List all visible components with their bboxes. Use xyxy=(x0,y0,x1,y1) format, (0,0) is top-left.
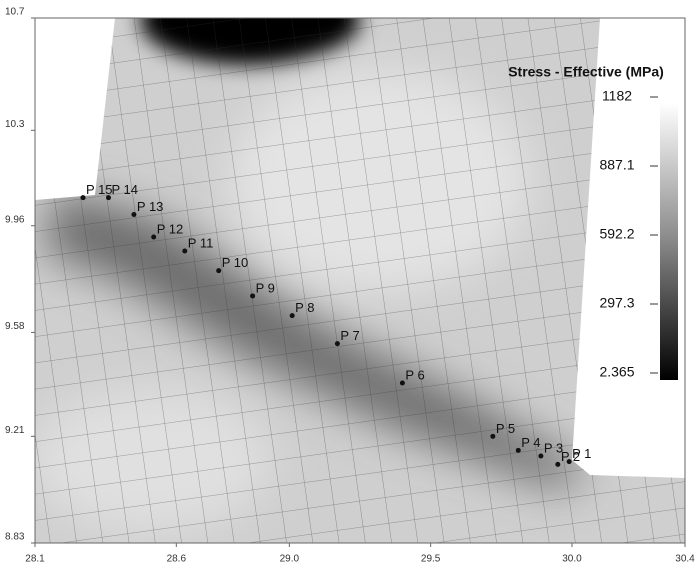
point xyxy=(131,212,136,217)
point-label: P 4 xyxy=(521,435,540,450)
point xyxy=(290,313,295,318)
point-label: P 10 xyxy=(222,255,249,270)
x-tick-label: 30.4 xyxy=(675,554,695,565)
x-tick-label: 29.5 xyxy=(421,554,441,565)
colorbar-tick-label: 592.2 xyxy=(599,226,634,242)
x-tick-label: 28.1 xyxy=(25,554,45,565)
y-tick-label: 10.7 xyxy=(5,7,25,18)
x-tick-label: 30.0 xyxy=(562,554,582,565)
y-tick-label: 9.21 xyxy=(5,425,25,436)
point-label: P 14 xyxy=(111,182,138,197)
point xyxy=(555,462,560,467)
chart: Stress - Effective (MPa) 28.1 28.6 29.0 29.… xyxy=(0,0,696,569)
y-tick-label: 9.58 xyxy=(5,321,25,332)
x-tick-label: 28.6 xyxy=(167,554,187,565)
point xyxy=(182,249,187,254)
x-tick-label: 29.0 xyxy=(280,554,300,565)
point-label: P 13 xyxy=(137,199,164,214)
colorbar-tick-label: 297.3 xyxy=(599,295,634,311)
point-label: P 9 xyxy=(256,280,275,295)
point-label: P 6 xyxy=(405,367,424,382)
point xyxy=(81,195,86,200)
point-label: P 5 xyxy=(496,421,515,436)
colorbar-title: Stress - Effective (MPa) xyxy=(508,64,664,80)
colorbar-tick-label: 887.1 xyxy=(599,157,634,173)
point xyxy=(151,234,156,239)
y-tick-label: 8.83 xyxy=(5,532,25,543)
colorbar xyxy=(660,103,678,380)
point xyxy=(216,268,221,273)
point-label: P 12 xyxy=(157,221,184,236)
point-label: P 7 xyxy=(340,328,359,343)
point xyxy=(567,459,572,464)
y-tick-label: 9.96 xyxy=(5,214,25,225)
stress-field xyxy=(30,0,685,543)
y-tick-label: 10.3 xyxy=(5,119,25,130)
point xyxy=(250,293,255,298)
colorbar-tick-label: 1182 xyxy=(602,88,632,104)
point xyxy=(106,195,111,200)
point-label: P 11 xyxy=(188,235,214,250)
colorbar-tick-label: 2.365 xyxy=(599,364,634,380)
point-label: P 8 xyxy=(295,300,314,315)
point xyxy=(538,453,543,458)
point xyxy=(400,380,405,385)
point-label: P 1 xyxy=(572,446,591,461)
point xyxy=(516,448,521,453)
point xyxy=(490,434,495,439)
point-label: P 15 xyxy=(86,182,113,197)
point xyxy=(335,341,340,346)
